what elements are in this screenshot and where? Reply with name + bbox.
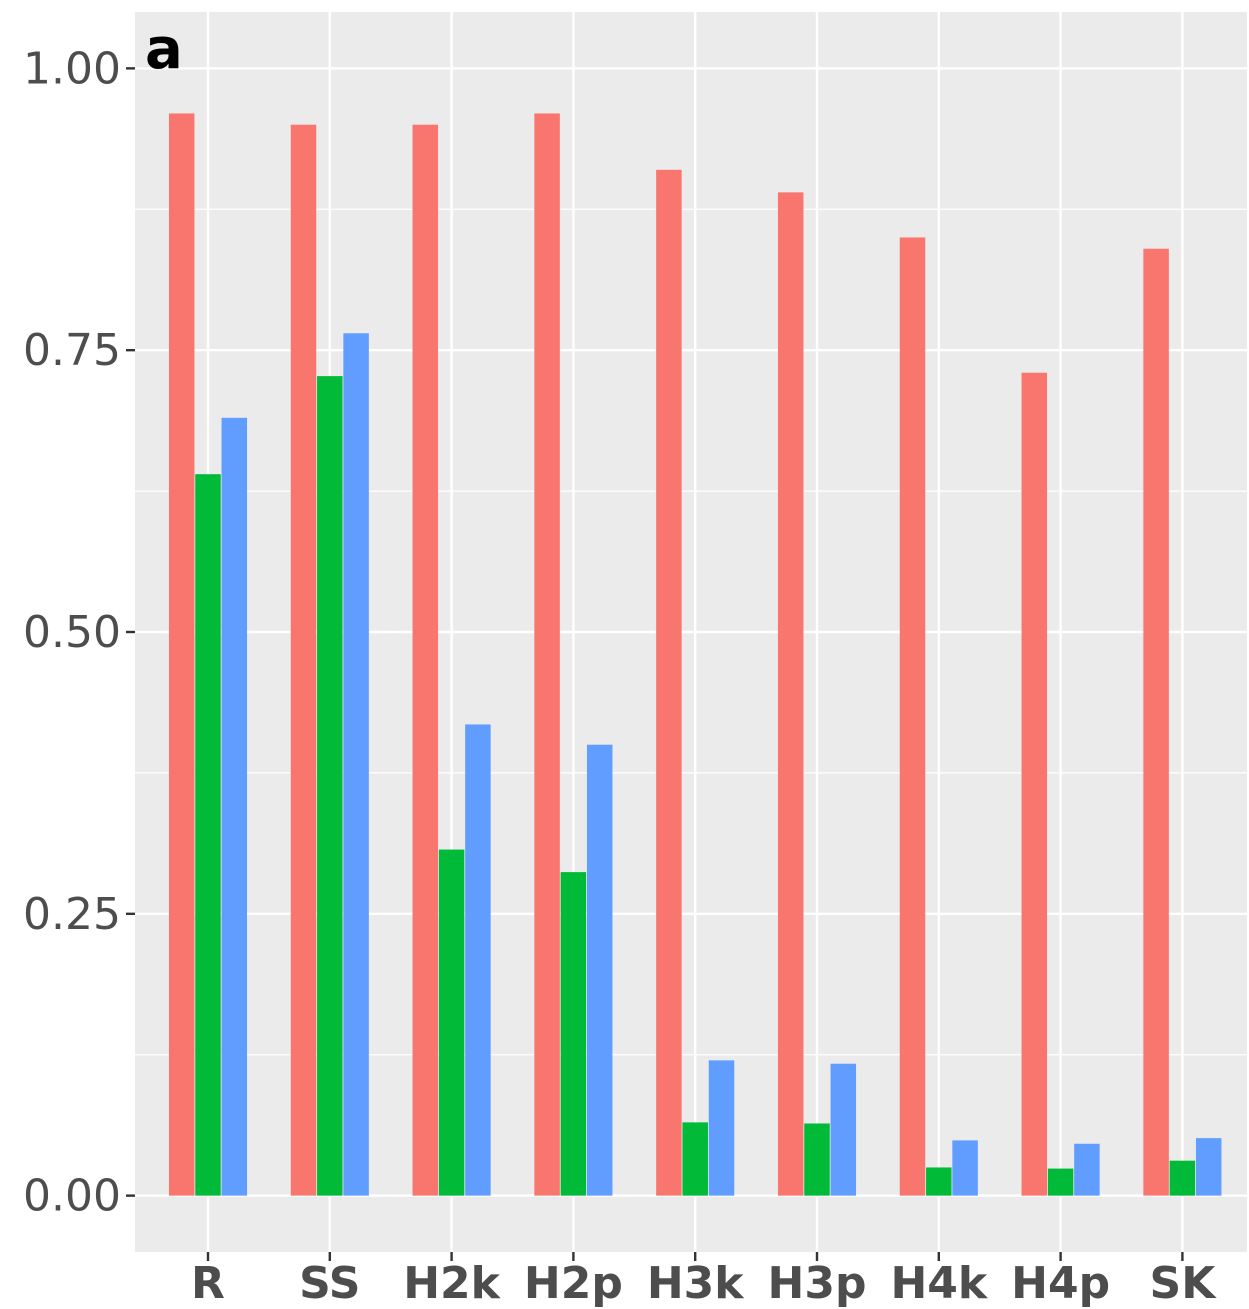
bar-SK-s1	[1143, 248, 1169, 1196]
bar-SK-s2	[1169, 1160, 1196, 1196]
bar-R-s3	[221, 417, 248, 1196]
bar-H3k-s2	[682, 1122, 708, 1196]
y-tick-label: 1.00	[23, 43, 121, 94]
bar-SS-s1	[290, 124, 317, 1196]
bar-R-s1	[168, 113, 195, 1196]
bar-H4k-s1	[899, 237, 926, 1196]
x-tick-label: H3k	[647, 1258, 745, 1309]
x-tick-label: H2p	[524, 1258, 623, 1309]
bar-H3p-s1	[777, 192, 804, 1196]
y-tick-label: 0.00	[23, 1171, 121, 1222]
bar-H4p-s3	[1074, 1143, 1100, 1196]
bar-R-s2	[195, 474, 221, 1196]
bar-H2k-s1	[412, 124, 439, 1196]
x-tick-label: H4p	[1011, 1258, 1110, 1309]
x-axis: R SS H2k H2p H3k H3p H4k H4p SK	[191, 1252, 1217, 1309]
bar-H2k-s3	[465, 724, 491, 1196]
y-tick-label: 0.50	[23, 607, 121, 658]
bar-H4k-s3	[952, 1140, 978, 1196]
x-tick-label: H2k	[403, 1258, 501, 1309]
y-tick-label: 0.75	[23, 325, 121, 376]
y-tick-label: 0.25	[23, 889, 121, 940]
x-tick-label: SS	[299, 1258, 360, 1309]
bar-H2p-s1	[534, 113, 560, 1196]
bar-H4k-s2	[926, 1167, 952, 1196]
bar-SS-s2	[317, 376, 343, 1196]
panel-label: a	[145, 17, 183, 82]
bar-H4p-s1	[1021, 372, 1048, 1196]
bar-H3p-s2	[804, 1123, 830, 1196]
bar-H2p-s2	[560, 872, 587, 1196]
x-tick-label: H3p	[768, 1258, 867, 1309]
y-axis: 0.00 0.25 0.50 0.75 1.00	[23, 43, 135, 1222]
bar-H2p-s3	[586, 744, 613, 1196]
bar-H4p-s2	[1047, 1168, 1074, 1196]
bar-H3p-s3	[830, 1063, 857, 1196]
x-tick-label: SK	[1150, 1258, 1218, 1309]
bars	[168, 113, 1222, 1196]
x-tick-label: R	[191, 1258, 225, 1309]
bar-H3k-s1	[656, 169, 682, 1196]
bar-H2k-s2	[438, 849, 465, 1196]
bar-SK-s3	[1195, 1138, 1222, 1196]
x-tick-label: H4k	[890, 1258, 988, 1309]
bar-SS-s3	[343, 333, 369, 1196]
bar-H3k-s3	[708, 1060, 735, 1196]
